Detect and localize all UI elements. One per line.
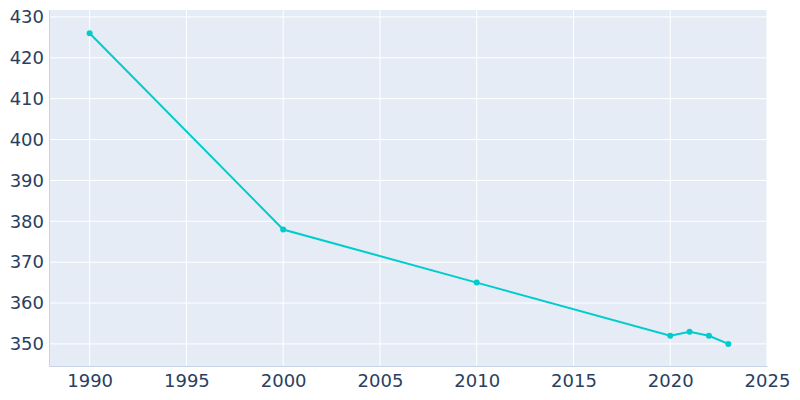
plot: 1990 1995 2000 2005 2010 2015 2020 2025 350 360 37… — [10, 6, 791, 391]
grid-line-y — [49, 262, 767, 263]
tick: 2010 — [454, 366, 500, 391]
tick: 360 — [10, 292, 49, 313]
tick-label: 350 — [10, 333, 44, 354]
tick-label: 2025 — [745, 370, 791, 391]
tick-label: 1990 — [67, 370, 113, 391]
tick: 380 — [10, 211, 49, 232]
tick-label: 1995 — [164, 370, 210, 391]
plot-background — [49, 10, 767, 366]
marker — [87, 30, 93, 36]
tick: 2025 — [745, 366, 791, 391]
axis-line — [50, 366, 768, 367]
tick-label: 2015 — [551, 370, 597, 391]
tick: 400 — [10, 129, 49, 150]
grid-line-x — [379, 10, 380, 366]
series — [87, 30, 732, 347]
grid-line-x — [767, 10, 768, 366]
tick: 2020 — [648, 366, 694, 391]
grid-line-y — [49, 98, 767, 99]
tick-label: 2000 — [261, 370, 307, 391]
tick-label: 430 — [10, 6, 44, 27]
tick: 410 — [10, 88, 49, 109]
x-axis: 1990 1995 2000 2005 2010 2015 2020 2025 — [50, 366, 791, 391]
tick-label: 380 — [10, 211, 44, 232]
tick-label: 420 — [10, 47, 44, 68]
tick: 1990 — [67, 366, 113, 391]
marker — [667, 333, 673, 339]
tick: 2000 — [261, 366, 307, 391]
tick-label: 2005 — [358, 370, 404, 391]
grid-line-x — [670, 10, 671, 366]
marker — [725, 341, 731, 347]
grid-line-y — [49, 180, 767, 181]
tick: 420 — [10, 47, 49, 68]
chart: 1990 1995 2000 2005 2010 2015 2020 2025 350 360 37… — [0, 0, 800, 400]
grid-line-x — [476, 10, 477, 366]
tick-label: 400 — [10, 129, 44, 150]
tick: 350 — [10, 333, 49, 354]
tick-label: 390 — [10, 170, 44, 191]
marker — [280, 226, 286, 232]
line — [90, 33, 729, 344]
tick-label: 2020 — [648, 370, 694, 391]
marker — [687, 329, 693, 335]
axis-line — [49, 11, 50, 367]
marker — [474, 280, 480, 286]
grid-line-x — [186, 10, 187, 366]
tick-label: 2010 — [454, 370, 500, 391]
grid-line-y — [49, 139, 767, 140]
tick: 1995 — [164, 366, 210, 391]
grid-line-y — [49, 303, 767, 304]
tick-label: 370 — [10, 251, 44, 272]
tick: 390 — [10, 170, 49, 191]
grid — [49, 10, 767, 366]
tick: 370 — [10, 251, 49, 272]
grid-line-y — [49, 57, 767, 58]
grid-line-y — [49, 16, 767, 17]
tick: 2005 — [358, 366, 404, 391]
tick-label: 410 — [10, 88, 44, 109]
marker — [706, 333, 712, 339]
tick: 430 — [10, 6, 49, 27]
grid-line-x — [573, 10, 574, 366]
y-axis: 350 360 370 380 390 400 410 420 430 — [10, 6, 50, 366]
grid-line-y — [49, 221, 767, 222]
grid-line-x — [283, 10, 284, 366]
tick: 2015 — [551, 366, 597, 391]
grid-line-y — [49, 343, 767, 344]
tick-label: 360 — [10, 292, 44, 313]
grid-line-x — [89, 10, 90, 366]
